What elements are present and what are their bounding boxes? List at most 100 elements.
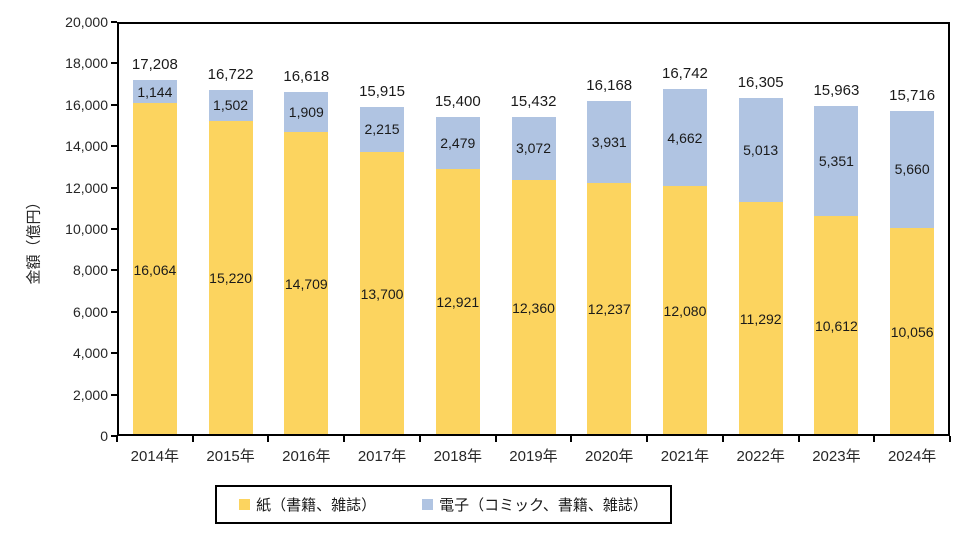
y-tick-label: 20,000 xyxy=(65,14,108,30)
electronic-segment xyxy=(132,79,177,104)
x-tick-label: 2024年 xyxy=(887,448,937,465)
y-tick-mark xyxy=(111,103,117,106)
paper-segment xyxy=(360,152,405,436)
legend-swatch-electronic xyxy=(422,499,434,510)
total-label: 15,716 xyxy=(889,86,936,104)
legend-swatch-paper xyxy=(239,499,251,510)
y-tick-label: 4,000 xyxy=(72,345,108,362)
electronic-value-label: 5,351 xyxy=(818,152,854,169)
paper-segment xyxy=(890,227,935,436)
total-label: 17,208 xyxy=(131,55,178,73)
x-tick-mark xyxy=(116,436,118,442)
paper-segment xyxy=(435,168,480,436)
y-tick-mark xyxy=(111,228,117,230)
total-label: 16,722 xyxy=(207,65,254,83)
x-tick-label: 2021年 xyxy=(660,448,710,465)
electronic-segment xyxy=(435,117,480,169)
paper-value-label: 13,700 xyxy=(360,286,404,303)
x-tick-label: 2019年 xyxy=(509,448,558,465)
y-tick-label: 10,000 xyxy=(65,221,108,237)
electronic-value-label: 3,072 xyxy=(515,140,552,157)
y-axis-title: 金額（億円） xyxy=(25,194,43,285)
electronic-value-label: 2,215 xyxy=(364,121,400,138)
paper-value-label: 14,709 xyxy=(284,275,328,292)
paper-segment xyxy=(132,103,177,436)
y-tick-label: 18,000 xyxy=(65,55,108,72)
x-tick-mark xyxy=(494,436,497,442)
x-tick-mark xyxy=(267,436,270,442)
y-tick-label: 6,000 xyxy=(72,303,108,320)
x-tick-mark xyxy=(570,436,573,442)
paper-value-label: 16,064 xyxy=(133,261,177,278)
paper-segment xyxy=(587,182,632,436)
y-tick-mark xyxy=(111,352,117,355)
y-tick-mark xyxy=(111,310,117,313)
electronic-value-label: 4,662 xyxy=(667,129,703,146)
y-tick-mark xyxy=(111,393,117,396)
x-tick-label: 2020年 xyxy=(585,448,634,465)
paper-segment xyxy=(511,180,556,436)
total-label: 16,618 xyxy=(283,68,330,85)
x-tick-mark xyxy=(191,436,194,442)
x-tick-label: 2015年 xyxy=(206,448,255,465)
paper-value-label: 12,080 xyxy=(663,302,707,319)
electronic-value-label: 3,931 xyxy=(591,134,627,150)
total-label: 16,305 xyxy=(737,74,784,92)
legend: 紙（書籍、雑誌） 電子（コミック、書籍、雑誌） xyxy=(215,485,672,524)
electronic-segment xyxy=(587,101,632,183)
paper-value-label: 12,921 xyxy=(436,294,480,311)
x-tick-label: 2023年 xyxy=(812,448,861,465)
y-tick-mark xyxy=(111,269,117,272)
total-label: 15,963 xyxy=(813,81,860,99)
electronic-segment xyxy=(890,110,935,228)
y-tick-mark xyxy=(111,186,117,189)
x-tick-label: 2016年 xyxy=(282,448,331,465)
total-label: 15,915 xyxy=(359,82,405,100)
electronic-value-label: 1,144 xyxy=(137,83,173,100)
paper-segment xyxy=(662,185,707,436)
x-tick-label: 2017年 xyxy=(357,448,407,465)
electronic-segment xyxy=(284,92,329,132)
y-tick-label: 0 xyxy=(100,428,108,444)
x-tick-mark xyxy=(949,436,951,442)
electronic-segment xyxy=(511,116,556,181)
paper-segment xyxy=(208,120,253,436)
electronic-value-label: 1,502 xyxy=(213,97,249,114)
x-tick-mark xyxy=(721,436,724,442)
y-tick-mark xyxy=(111,435,117,437)
electronic-value-label: 1,909 xyxy=(288,103,324,120)
y-tick-label: 2,000 xyxy=(72,386,108,403)
x-tick-label: 2018年 xyxy=(433,448,482,465)
paper-segment xyxy=(814,216,859,436)
x-tick-mark xyxy=(646,436,649,442)
legend-entry: 紙（書籍、雑誌） xyxy=(239,494,376,515)
plot-area: 16,064 1,144 17,208 15,220 1,502 16,722 14,709… xyxy=(117,22,950,436)
x-tick-label: 2014年 xyxy=(130,448,180,465)
y-tick-label: 8,000 xyxy=(72,262,108,279)
electronic-segment xyxy=(208,89,253,121)
paper-value-label: 15,220 xyxy=(209,270,252,287)
y-tick-mark xyxy=(111,145,117,148)
x-tick-label: 2022年 xyxy=(736,448,785,465)
paper-value-label: 12,360 xyxy=(512,300,555,317)
x-tick-mark xyxy=(418,436,421,442)
paper-segment xyxy=(284,131,329,436)
x-tick-mark xyxy=(343,436,346,442)
total-label: 16,742 xyxy=(662,65,708,83)
y-tick-mark xyxy=(111,21,117,23)
paper-value-label: 10,612 xyxy=(814,318,858,335)
y-tick-label: 14,000 xyxy=(65,138,108,155)
y-tick-label: 12,000 xyxy=(65,179,108,196)
paper-value-label: 11,292 xyxy=(739,311,782,328)
electronic-segment xyxy=(662,89,707,186)
paper-value-label: 10,056 xyxy=(890,323,934,340)
electronic-value-label: 5,013 xyxy=(743,142,779,159)
x-tick-mark xyxy=(873,436,876,442)
paper-value-label: 12,237 xyxy=(587,301,631,318)
electronic-segment xyxy=(738,98,783,203)
electronic-value-label: 5,660 xyxy=(894,161,930,178)
total-label: 16,168 xyxy=(586,77,633,95)
legend-label: 電子（コミック、書籍、雑誌） xyxy=(439,497,648,514)
legend-label: 紙（書籍、雑誌） xyxy=(256,497,377,514)
